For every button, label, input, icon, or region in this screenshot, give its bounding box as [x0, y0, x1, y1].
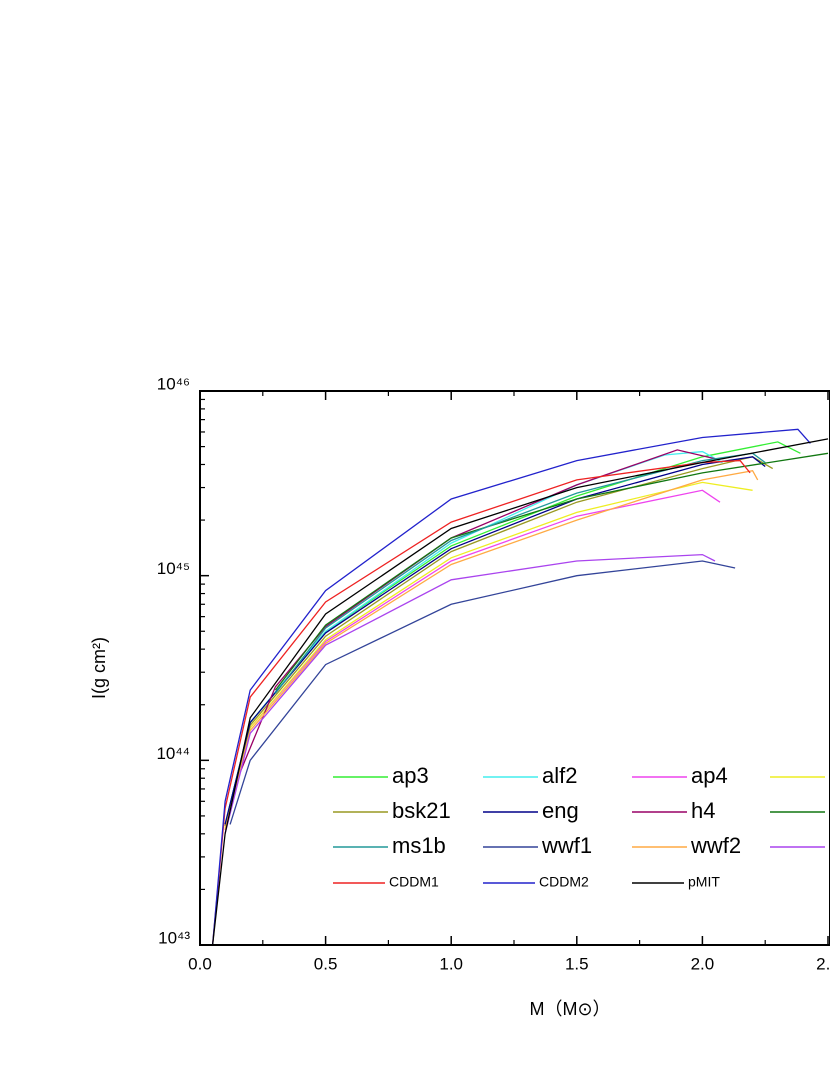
series-line	[224, 456, 766, 825]
legend-label: wwf2	[690, 833, 741, 858]
x-axis-title: M（M⊙）	[529, 999, 610, 1019]
legend-label: alf2	[542, 763, 577, 788]
y-tick-label: 10⁴⁵	[157, 559, 190, 578]
series-line	[224, 553, 716, 834]
legend-label: h4	[691, 798, 715, 823]
series-line	[211, 438, 829, 946]
series-line	[224, 469, 759, 831]
legend-label: ap4	[691, 763, 728, 788]
series-line	[274, 452, 829, 691]
series-line	[211, 459, 751, 946]
legend-label: pMIT	[688, 874, 720, 890]
x-tick-label: 2.0	[691, 954, 715, 973]
legend-label: wwf1	[541, 833, 592, 858]
x-tick-label: 0.0	[188, 954, 212, 973]
legend-label: ms1b	[392, 833, 446, 858]
series-line	[229, 560, 736, 825]
legend-label: CDDM2	[539, 874, 589, 890]
series-line	[211, 428, 811, 946]
plot-frame	[199, 390, 830, 946]
series-line	[224, 450, 723, 825]
legend-label: CDDM1	[389, 874, 439, 890]
x-tick-label: 0.5	[314, 954, 338, 973]
legend-label: ap3	[392, 763, 429, 788]
y-tick-label: 10⁴⁴	[156, 744, 190, 763]
y-axis-title: I(g cm²)	[89, 637, 109, 699]
legend-label: eng	[542, 798, 579, 823]
x-tick-label: 2.5	[816, 954, 830, 973]
y-tick-label: 10⁴³	[158, 928, 190, 947]
y-tick-label: 10⁴⁶	[157, 374, 190, 393]
x-tick-label: 1.0	[439, 954, 463, 973]
legend-label: bsk21	[392, 798, 451, 823]
series-line	[224, 456, 774, 827]
x-tick-label: 1.5	[565, 954, 589, 973]
